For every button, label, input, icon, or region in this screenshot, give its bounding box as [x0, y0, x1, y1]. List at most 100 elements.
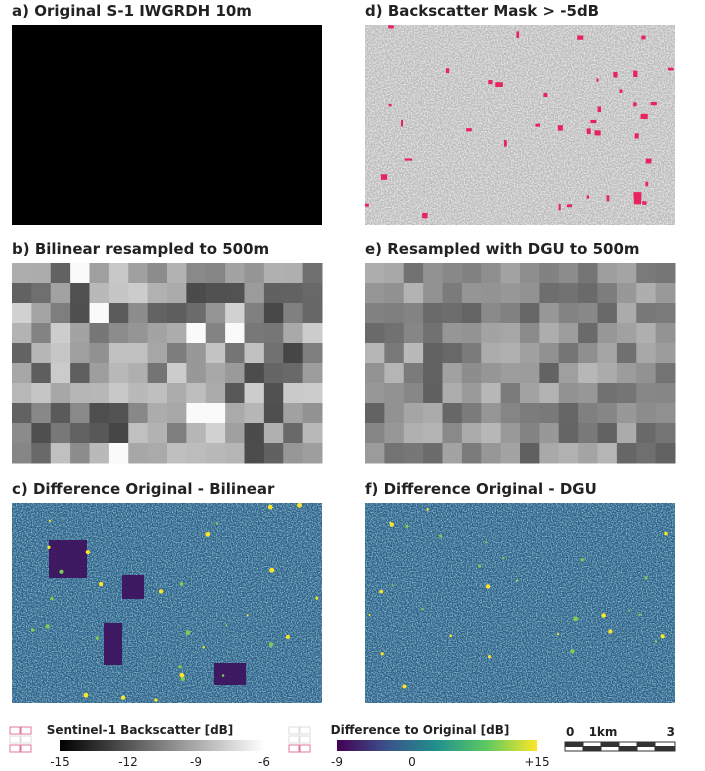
pixel-block — [31, 283, 51, 304]
hot-spot — [159, 589, 163, 593]
pixel-block — [90, 323, 110, 344]
pixel-block — [656, 423, 676, 444]
mask-blob — [365, 204, 369, 207]
pixel-block — [656, 343, 676, 364]
pixel-block — [225, 443, 245, 464]
pixel-block — [617, 343, 637, 364]
pixel-block — [167, 403, 187, 424]
pixel-block — [617, 403, 637, 424]
hot-spot — [269, 642, 273, 646]
pixel-block — [384, 263, 404, 284]
pixel-block — [598, 363, 618, 384]
pixel-block — [462, 383, 482, 404]
pixel-block — [128, 403, 148, 424]
pixel-block — [559, 283, 579, 304]
pixel-block — [598, 283, 618, 304]
pixel-block — [404, 343, 424, 364]
hot-spot — [368, 614, 370, 616]
pixel-block — [206, 443, 226, 464]
pixel-block — [206, 423, 226, 444]
hot-spot — [516, 579, 518, 581]
hot-spot — [178, 665, 181, 668]
panel-title: d) Backscatter Mask > -5dB — [365, 2, 599, 20]
pixel-block — [245, 363, 265, 384]
pixel-block — [303, 343, 323, 364]
pixel-block — [404, 283, 424, 304]
pixel-block — [90, 303, 110, 324]
pixel-block — [167, 303, 187, 324]
pixel-block — [443, 303, 463, 324]
pixel-block — [206, 403, 226, 424]
hot-spot — [297, 503, 302, 508]
pixel-block — [443, 323, 463, 344]
pixel-block — [578, 323, 598, 344]
hot-spot — [59, 570, 63, 574]
hot-spot — [644, 576, 647, 579]
pixel-block — [109, 283, 129, 304]
pixel-block — [109, 403, 129, 424]
pixel-block — [598, 343, 618, 364]
hot-spot — [99, 582, 103, 586]
pixel-block — [283, 303, 303, 324]
pixel-block — [90, 283, 110, 304]
hot-spot — [478, 564, 481, 567]
colorbar-label: Difference to Original [dB] — [331, 723, 510, 737]
pixel-block — [128, 443, 148, 464]
pixel-block — [578, 443, 598, 464]
pixel-block — [384, 303, 404, 324]
pixel-block — [578, 263, 598, 284]
pixel-block — [109, 323, 129, 344]
pixel-block — [559, 423, 579, 444]
pixel-block — [423, 323, 443, 344]
pixel-block — [90, 343, 110, 364]
pixel-block — [598, 323, 618, 344]
hot-spot — [45, 624, 49, 628]
pixel-block — [539, 423, 559, 444]
pixel-block — [520, 383, 540, 404]
pixel-block — [578, 283, 598, 304]
pixel-block — [365, 443, 385, 464]
scale-bar — [565, 742, 675, 751]
pixel-block — [167, 363, 187, 384]
pixel-block — [303, 323, 323, 344]
pixel-block — [167, 383, 187, 404]
pixel-block — [206, 343, 226, 364]
pixel-block — [462, 403, 482, 424]
pixel-block — [656, 323, 676, 344]
pixel-block — [520, 443, 540, 464]
pixel-block — [148, 383, 168, 404]
colorbar-tick-label: -6 — [258, 755, 270, 769]
panel-title: b) Bilinear resampled to 500m — [12, 240, 269, 258]
colorbar-tick-label: -12 — [118, 755, 138, 769]
hot-spot — [222, 674, 225, 677]
pixel-block — [283, 443, 303, 464]
pixel-block — [501, 443, 521, 464]
pixel-block — [70, 423, 90, 444]
pixel-block — [264, 283, 284, 304]
hot-spot — [225, 624, 227, 626]
pixel-block — [148, 443, 168, 464]
hot-spot — [628, 610, 630, 612]
figure: a) Original S-1 IWGRDH 10md) Backscatter… — [0, 0, 705, 771]
hot-spot — [502, 557, 504, 559]
pixel-block — [462, 283, 482, 304]
pixel-block — [12, 323, 32, 344]
pixel-block — [481, 263, 501, 284]
pixel-block — [206, 263, 226, 284]
pixel-block — [51, 363, 71, 384]
pixel-block — [617, 323, 637, 344]
pixel-block — [70, 323, 90, 344]
pixel-block — [404, 423, 424, 444]
colorbar-tick-label: -9 — [190, 755, 202, 769]
pixel-block — [598, 423, 618, 444]
pixel-block — [539, 303, 559, 324]
pixel-block — [109, 363, 129, 384]
pixel-block — [70, 263, 90, 284]
mask-blob — [633, 192, 641, 199]
mask-blob — [598, 106, 601, 112]
panel-image — [365, 25, 675, 225]
mask-blob — [595, 130, 601, 135]
hot-spot — [391, 584, 393, 586]
pixel-block — [404, 403, 424, 424]
pixel-block — [539, 403, 559, 424]
